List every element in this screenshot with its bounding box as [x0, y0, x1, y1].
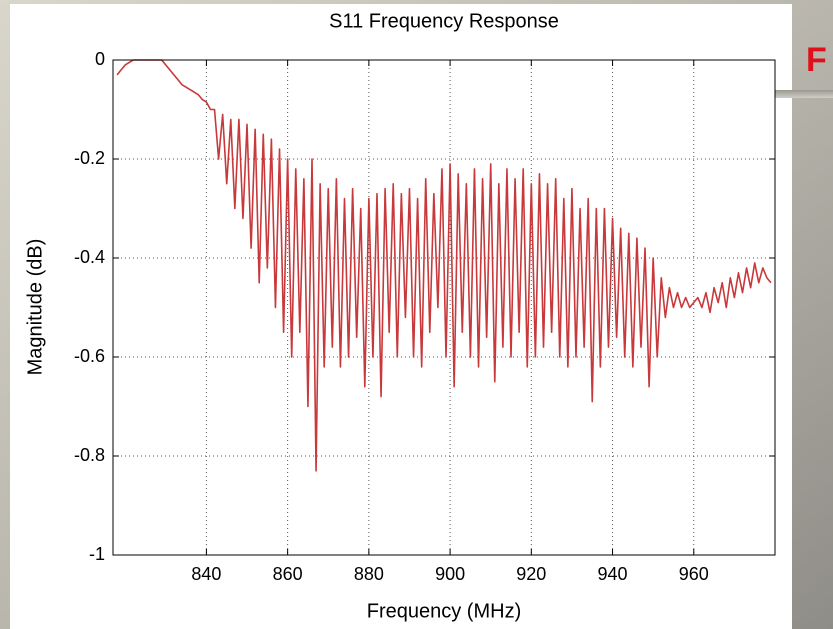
slide-heading: F	[806, 41, 827, 79]
y-tick-label: -0.2	[74, 148, 105, 168]
data-line	[116, 59, 772, 472]
y-tick-label: -0.6	[74, 346, 105, 366]
x-axis-label: Frequency (MHz)	[367, 600, 521, 622]
x-tick-label: 860	[273, 564, 303, 584]
y-tick-label: -1	[89, 544, 105, 564]
chart-title: S11 Frequency Response	[329, 10, 559, 32]
y-axis-label: Magnitude (dB)	[24, 239, 46, 376]
plot-area: 0 -0.2 -0.4 -0.6 -0.8 -1 840 860 880 900 920 940 960	[74, 49, 776, 584]
heading-shadow	[765, 90, 833, 98]
x-tick-label: 960	[679, 564, 709, 584]
y-tick-label: -0.4	[74, 247, 105, 267]
x-tick-label: 940	[598, 564, 628, 584]
y-tick-label: 0	[95, 49, 105, 69]
x-tick-label: 920	[516, 564, 546, 584]
y-tick-label: -0.8	[74, 445, 105, 465]
axes-background	[113, 60, 775, 555]
x-tick-label: 900	[435, 564, 465, 584]
x-tick-label: 880	[354, 564, 384, 584]
x-tick-label: 840	[191, 564, 221, 584]
axes-frame	[112, 59, 776, 556]
